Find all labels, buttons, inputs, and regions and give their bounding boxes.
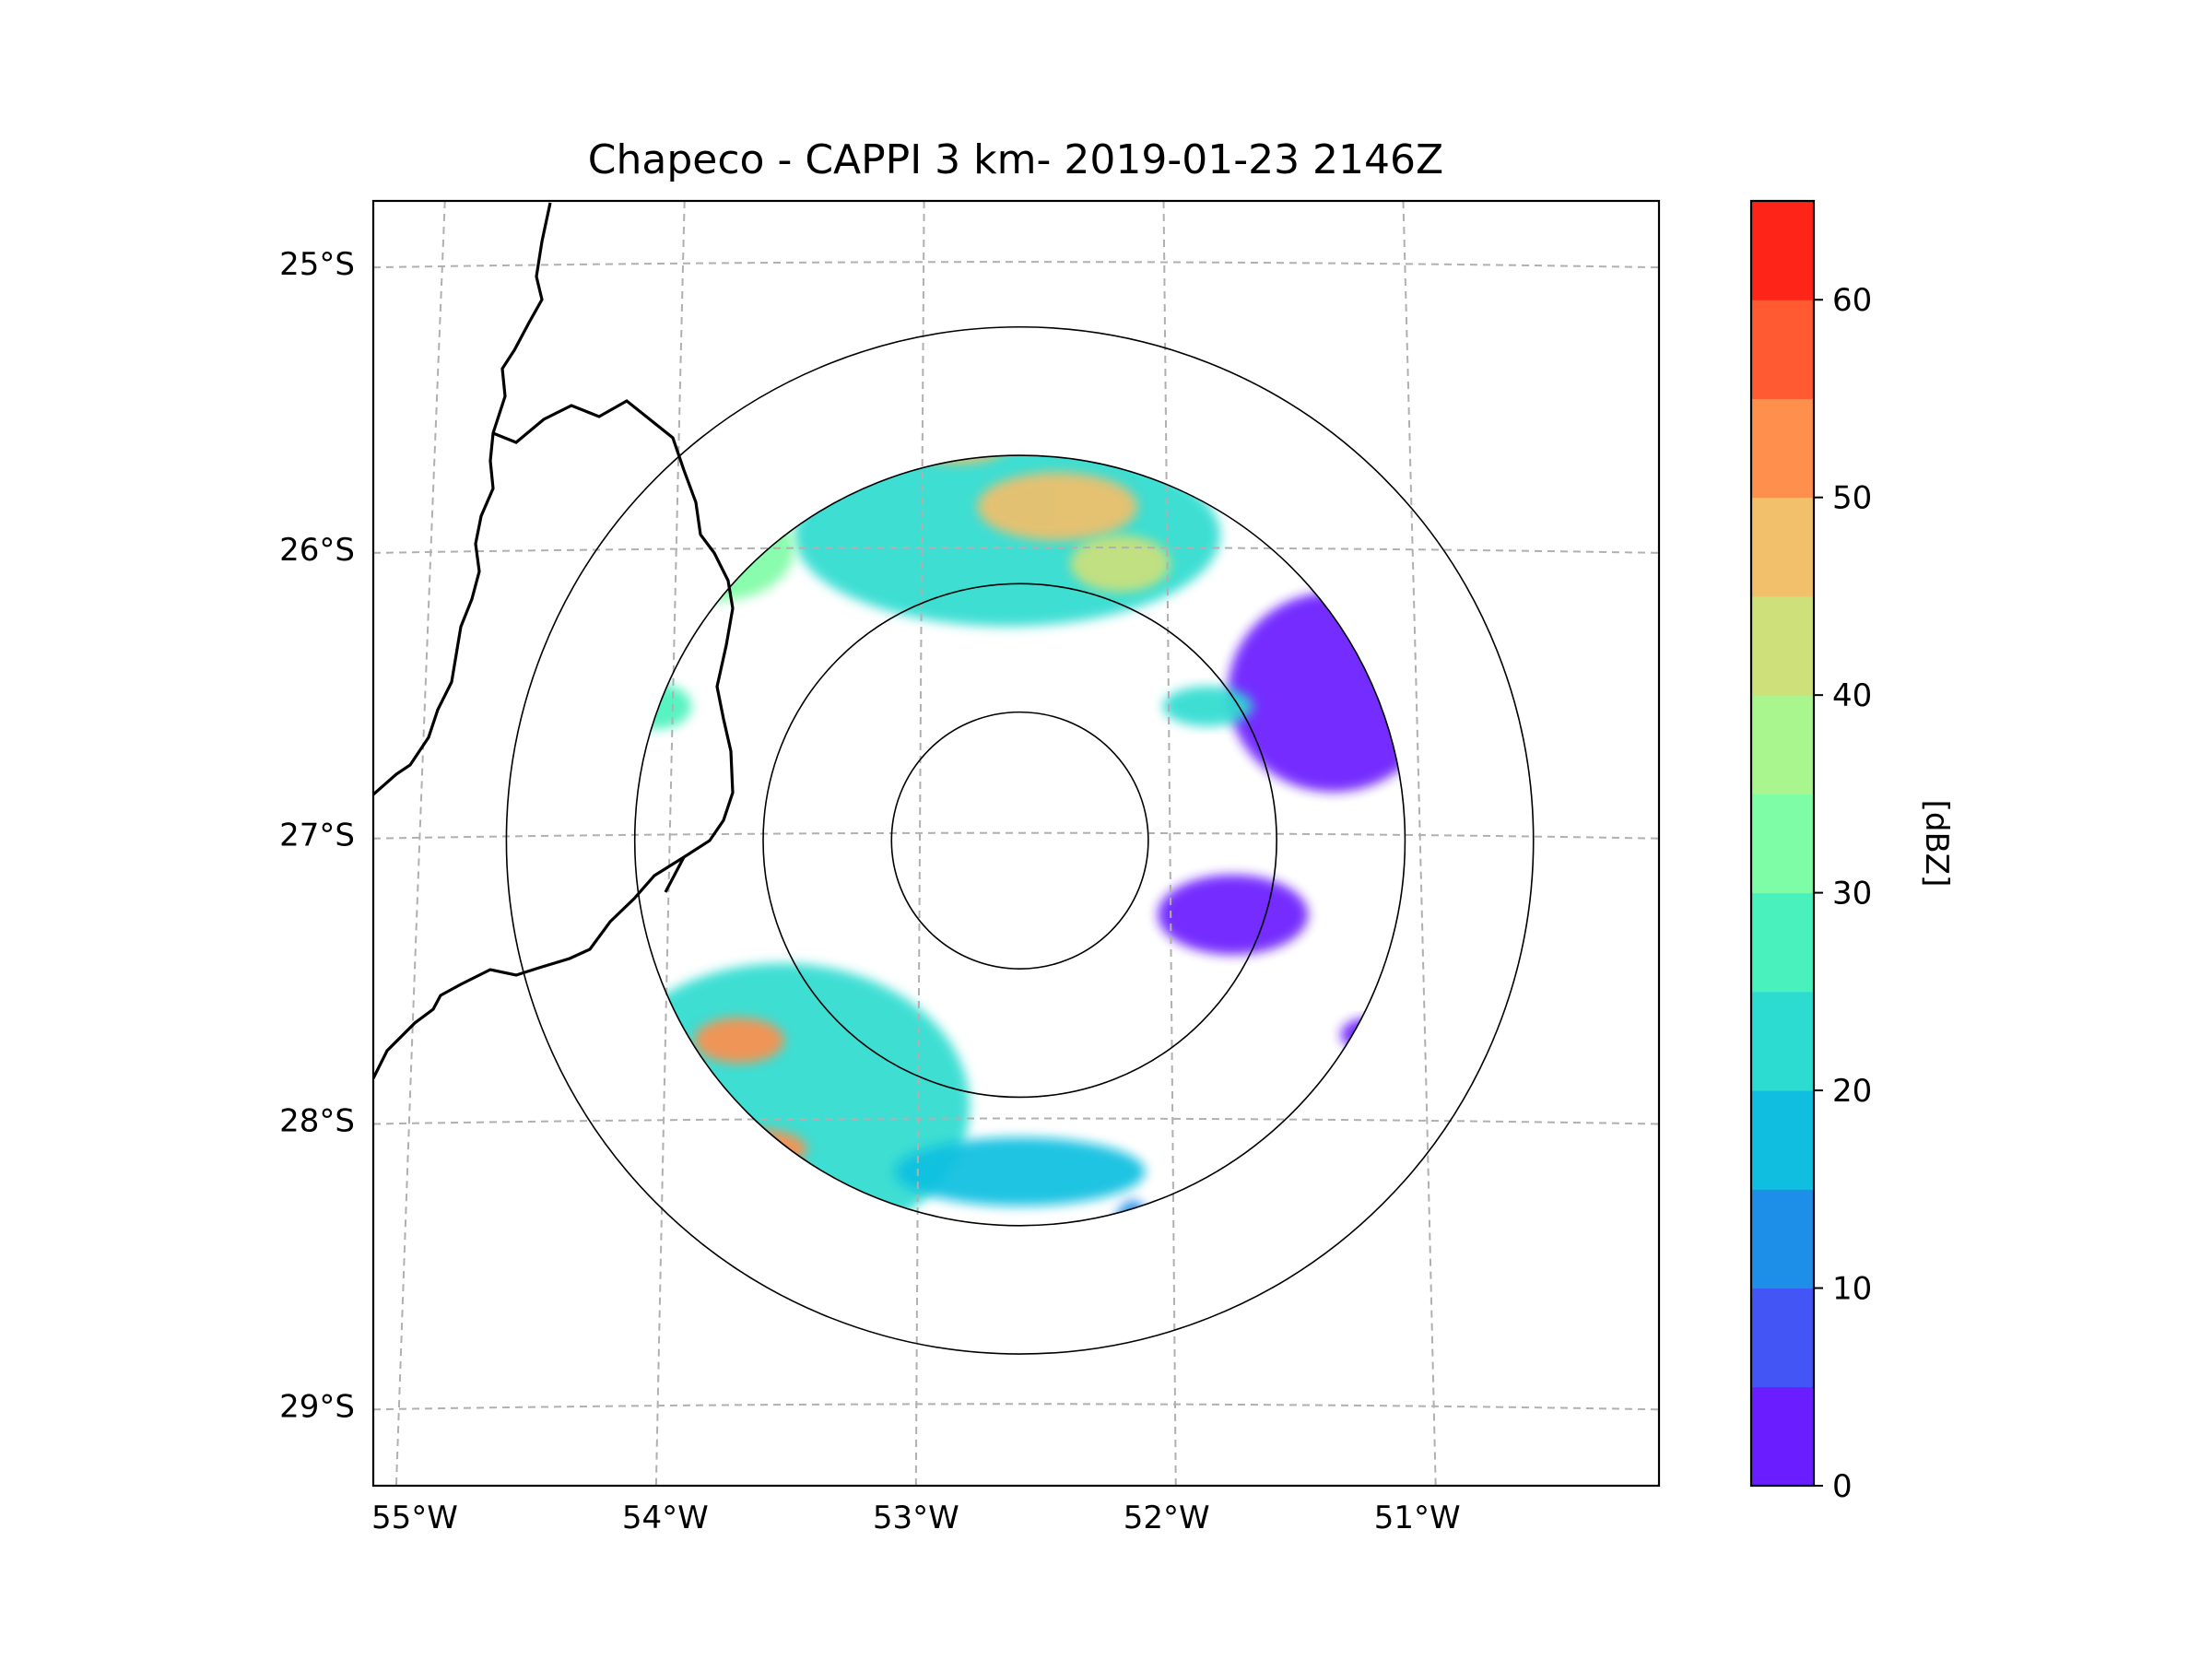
map-background: [373, 201, 1659, 1486]
echo-southwest-core-1: [694, 1017, 784, 1064]
colorbar-segment: [1751, 1189, 1814, 1289]
colorbar: 0 10 20 30 40 50 60 [dBZ]: [1749, 199, 1955, 1505]
latitude-labels: 25°S 26°S 27°S 28°S 29°S: [279, 246, 355, 1425]
longitude-tick-label: 53°W: [873, 1500, 959, 1536]
colorbar-tick-label: 30: [1832, 876, 1872, 912]
colorbar-frame: [1749, 199, 1816, 1488]
range-ring: [762, 582, 1277, 1099]
echo-south-band: [894, 1137, 1146, 1206]
colorbar-segment: [1751, 595, 1814, 696]
latitude-tick-label: 25°S: [279, 246, 355, 283]
longitude-tick-label: 52°W: [1124, 1500, 1210, 1536]
border-lines: [373, 202, 735, 1079]
longitude-labels: 55°W 54°W 53°W 52°W 51°W: [371, 1500, 1461, 1536]
range-rings: [505, 325, 1535, 1355]
colorbar-tick-label: 50: [1832, 480, 1872, 517]
colorbar-segment: [1751, 497, 1814, 597]
colorbar-segment: [1751, 201, 1814, 300]
colorbar-segment: [1751, 991, 1814, 1091]
echo-east-cell: [1162, 686, 1253, 726]
colorbar-tick-label: 10: [1832, 1271, 1872, 1308]
colorbar-segment: [1751, 398, 1814, 499]
colorbar-segment: [1751, 794, 1814, 894]
range-ring: [505, 325, 1535, 1355]
colorbar-tick-label: 40: [1832, 677, 1872, 714]
latitude-tick-label: 26°S: [279, 532, 355, 569]
colorbar-segment: [1751, 695, 1814, 794]
colorbar-segment: [1751, 1090, 1814, 1190]
range-ring: [633, 454, 1406, 1227]
colorbar-tick-label: 0: [1832, 1468, 1853, 1505]
colorbar-tick-label: 20: [1832, 1073, 1872, 1110]
colorbar-segment: [1751, 1288, 1814, 1388]
echo-east-blob: [1158, 875, 1309, 955]
longitude-tick-label: 51°W: [1374, 1500, 1461, 1536]
colorbar-segment: [1751, 1386, 1814, 1487]
colorbar-segment: [1751, 300, 1814, 399]
map-frame: [371, 199, 1661, 1488]
colorbar-label: [dBZ]: [1918, 800, 1955, 888]
range-ring: [890, 711, 1149, 970]
plot-area: 55°W 54°W 53°W 52°W 51°W 25°S 26°S 27°S 28°S 29°…: [279, 199, 1661, 1536]
echo-north-core-3: [1069, 535, 1171, 593]
echo-north-core-1: [977, 472, 1138, 541]
colorbar-tick-label: 60: [1832, 282, 1872, 319]
colorbar-segment: [1751, 892, 1814, 993]
latitude-tick-label: 29°S: [279, 1388, 355, 1425]
longitude-tick-label: 55°W: [371, 1500, 458, 1536]
chart-title: Chapeco - CAPPI 3 km- 2019-01-23 2146Z: [588, 136, 1443, 183]
latitude-tick-label: 28°S: [279, 1102, 355, 1139]
longitude-tick-label: 54°W: [622, 1500, 709, 1536]
latitude-tick-label: 27°S: [279, 818, 355, 854]
